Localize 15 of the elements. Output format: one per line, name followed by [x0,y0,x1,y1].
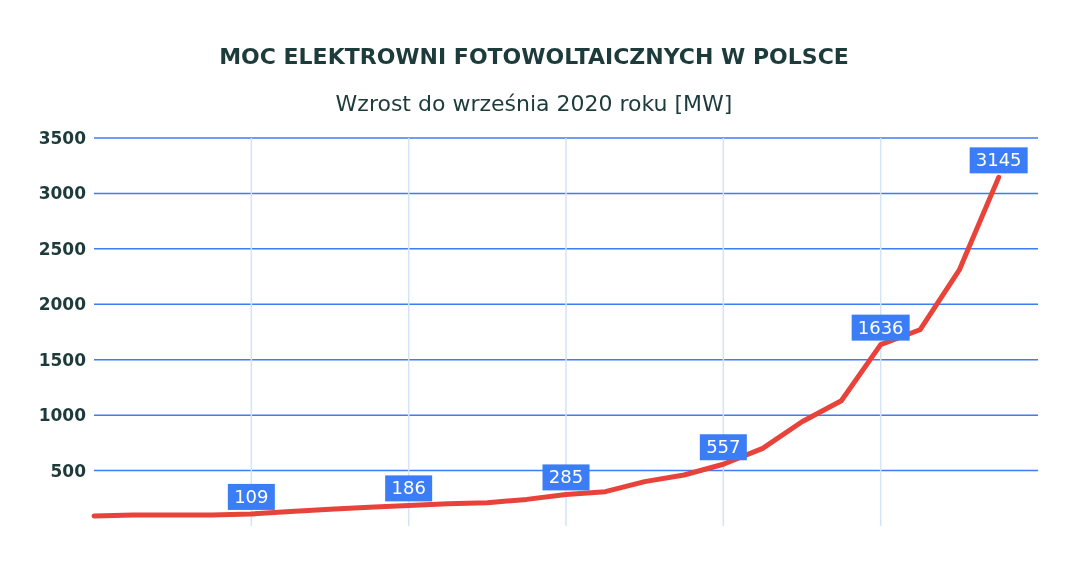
data-label: 3145 [975,149,1022,171]
chart-subtitle: Wzrost do września 2020 roku [MW] [334,91,734,116]
chart-title: MOC ELEKTROWNI FOTOWOLTAICZNYCH W POLSCE [218,43,850,69]
y-tick-label: 500 [50,460,87,481]
data-label: 109 [234,485,269,507]
y-tick-label: 1500 [38,349,87,370]
data-label: 285 [548,466,584,488]
data-label: 557 [706,436,741,458]
y-tick-label: 1000 [38,405,87,426]
data-label: 186 [391,477,426,499]
y-tick-label: 2500 [38,238,87,259]
y-tick-label: 2000 [38,294,87,315]
data-label: 1636 [857,316,904,338]
y-tick-label: 3000 [38,183,87,204]
y-tick-label: 3500 [38,128,87,149]
